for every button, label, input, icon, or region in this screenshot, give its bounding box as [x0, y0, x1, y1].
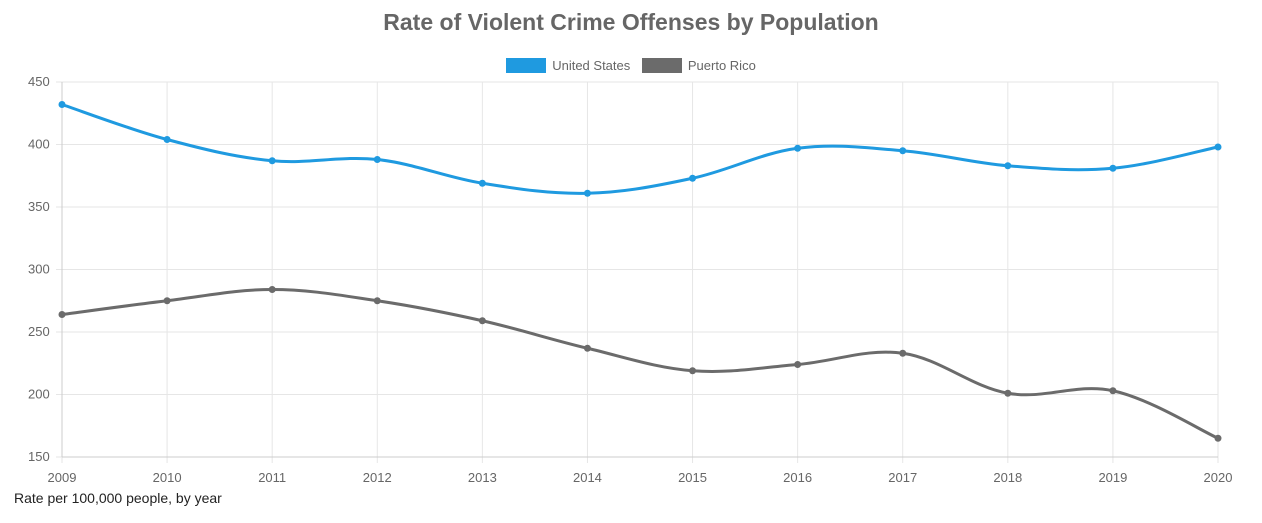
- data-point-united-states[interactable]: [689, 174, 697, 182]
- data-point-puerto-rico[interactable]: [58, 311, 66, 318]
- chart-title: Rate of Violent Crime Offenses by Popula…: [383, 9, 879, 35]
- grid-lines: [56, 81, 1219, 463]
- data-point-united-states[interactable]: [1004, 162, 1012, 170]
- x-tick-label: 2015: [678, 470, 707, 485]
- data-point-puerto-rico[interactable]: [268, 286, 276, 293]
- x-tick-label: 2017: [888, 470, 917, 485]
- legend-item-puerto-rico[interactable]: Puerto Rico: [641, 57, 756, 73]
- y-tick-label: 250: [28, 324, 50, 339]
- x-tick-label: 2014: [573, 470, 602, 485]
- data-point-puerto-rico[interactable]: [689, 367, 697, 375]
- x-tick-label: 2019: [1098, 470, 1127, 485]
- data-point-united-states[interactable]: [268, 157, 276, 165]
- data-point-puerto-rico[interactable]: [1109, 387, 1117, 395]
- data-point-puerto-rico[interactable]: [583, 344, 591, 352]
- data-point-puerto-rico[interactable]: [1004, 389, 1012, 397]
- x-tick-label: 2010: [153, 470, 182, 485]
- series-line-united-states: [61, 103, 1219, 195]
- x-tick-label: 2016: [783, 470, 812, 485]
- data-point-united-states[interactable]: [794, 144, 802, 152]
- data-point-united-states[interactable]: [899, 147, 907, 155]
- data-point-united-states[interactable]: [583, 189, 591, 197]
- data-point-united-states[interactable]: [1214, 143, 1222, 151]
- x-tick-label: 2018: [993, 470, 1022, 485]
- data-point-united-states[interactable]: [478, 179, 486, 187]
- legend-item-united-states[interactable]: United States: [506, 57, 630, 73]
- legend-swatch-united-states: [506, 57, 547, 73]
- data-point-puerto-rico[interactable]: [163, 297, 171, 305]
- x-tick-label: 2020: [1204, 470, 1233, 485]
- legend-swatch-puerto-rico: [641, 57, 682, 73]
- y-tick-label: 450: [28, 74, 50, 89]
- chart-legend: United States Puerto Rico: [0, 56, 1262, 73]
- y-tick-label: 400: [28, 137, 50, 152]
- data-point-united-states[interactable]: [373, 156, 381, 163]
- legend-label-puerto-rico: Puerto Rico: [687, 57, 756, 73]
- data-point-puerto-rico[interactable]: [373, 297, 381, 305]
- series-lines: [58, 101, 1222, 442]
- y-tick-label: 150: [28, 449, 50, 464]
- data-point-puerto-rico[interactable]: [1214, 434, 1222, 442]
- y-tick-label: 300: [28, 262, 50, 277]
- data-point-united-states[interactable]: [58, 101, 66, 108]
- y-tick-label: 350: [28, 199, 50, 214]
- x-tick-label: 2009: [48, 470, 77, 485]
- x-tick-label: 2012: [363, 470, 392, 485]
- legend-label-united-states: United States: [552, 57, 631, 73]
- y-tick-label: 200: [28, 387, 50, 402]
- data-point-puerto-rico[interactable]: [899, 349, 907, 357]
- series-line-puerto-rico: [61, 287, 1219, 440]
- x-tick-label: 2013: [468, 470, 497, 485]
- data-point-united-states[interactable]: [1109, 164, 1117, 172]
- data-point-united-states[interactable]: [163, 136, 171, 143]
- data-point-puerto-rico[interactable]: [794, 361, 802, 368]
- data-point-puerto-rico[interactable]: [478, 317, 486, 325]
- x-tick-label: 2011: [258, 470, 286, 485]
- axis-labels: 150 200 250 300 350 400 450 2009 2010 2011 2012 201…: [28, 74, 1232, 485]
- x-axis-caption: Rate per 100,000 people, by year: [14, 490, 222, 506]
